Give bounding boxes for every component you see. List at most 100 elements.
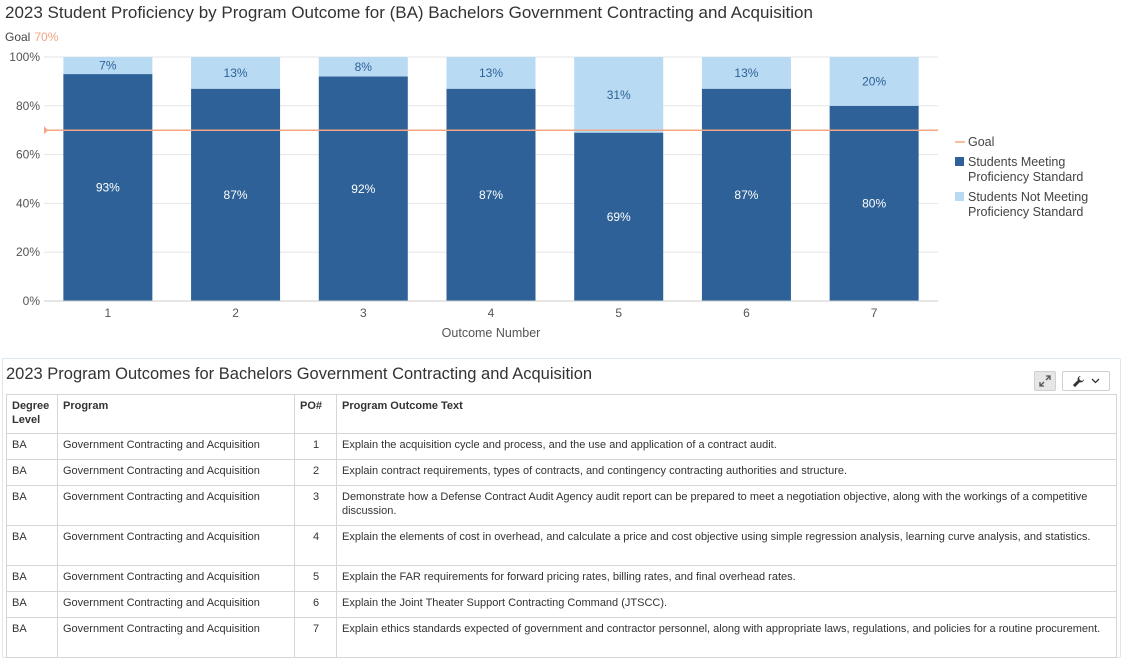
bar-meeting: [829, 105, 919, 301]
y-tick-label: 60%: [16, 148, 40, 162]
data-label-meeting: 69%: [607, 210, 631, 224]
table-title: 2023 Program Outcomes for Bachelors Gove…: [6, 365, 593, 383]
legend-meeting-label-1: Students Meeting: [968, 155, 1065, 169]
column-header-degree-level[interactable]: Degree Level: [6, 394, 58, 434]
x-tick-label: 1: [105, 306, 112, 320]
cell-outcome-text: Explain the elements of cost in overhead…: [336, 525, 1117, 566]
bar-meeting: [318, 76, 408, 301]
bar-meeting: [701, 88, 791, 301]
expand-icon: [1039, 375, 1051, 387]
proficiency-chart: 0% 20% 40% 60% 80% 100% 93% 7% 1 87% 13% 2 92% 8% 3 87%…: [9, 50, 1088, 340]
bar-meeting: [574, 132, 664, 301]
y-tick-label: 100%: [9, 50, 40, 64]
wrench-icon: [1072, 375, 1085, 387]
bar-not-meeting: [829, 57, 919, 106]
cell-outcome-text: Explain ethics standards expected of gov…: [336, 617, 1117, 658]
bar-not-meeting: [574, 57, 664, 133]
data-label-not-meeting: 8%: [355, 60, 373, 74]
table-row: BA Government Contracting and Acquisitio…: [6, 591, 1117, 618]
table-row: BA Government Contracting and Acquisitio…: [6, 525, 1117, 566]
table-row: BA Government Contracting and Acquisitio…: [6, 485, 1117, 526]
data-label-not-meeting: 13%: [479, 66, 503, 80]
cell-degree: BA: [6, 525, 58, 566]
table-row: BA Government Contracting and Acquisitio…: [6, 565, 1117, 592]
bar-meeting: [191, 88, 281, 301]
data-label-not-meeting: 20%: [862, 74, 886, 88]
y-tick-label: 0%: [23, 294, 41, 308]
goal-caption-value: 70%: [34, 30, 59, 44]
data-label-not-meeting: 7%: [99, 59, 117, 73]
cell-po: 6: [294, 591, 337, 618]
cell-outcome-text: Explain the FAR requirements for forward…: [336, 565, 1117, 592]
cell-program: Government Contracting and Acquisition: [57, 459, 295, 486]
bar-not-meeting: [63, 57, 153, 75]
cell-outcome-text: Explain the acquisition cycle and proces…: [336, 433, 1117, 460]
table-row: BA Government Contracting and Acquisitio…: [6, 617, 1117, 658]
legend-not-meeting-swatch: [955, 192, 964, 201]
cell-program: Government Contracting and Acquisition: [57, 433, 295, 460]
cell-program: Government Contracting and Acquisition: [57, 591, 295, 618]
legend-not-meeting-label-1: Students Not Meeting: [968, 190, 1088, 204]
cell-po: 1: [294, 433, 337, 460]
bar-not-meeting: [318, 57, 408, 77]
cell-po: 7: [294, 617, 337, 658]
x-axis-title: Outcome Number: [442, 326, 541, 340]
cell-program: Government Contracting and Acquisition: [57, 617, 295, 658]
chart-title: 2023 Student Proficiency by Program Outc…: [5, 3, 813, 22]
x-tick-label: 4: [488, 306, 495, 320]
bar-meeting: [63, 74, 153, 301]
data-label-meeting: 80%: [862, 196, 886, 210]
outcomes-table: Degree Level Program PO# Program Outcome…: [6, 394, 1117, 658]
cell-degree: BA: [6, 485, 58, 526]
cell-degree: BA: [6, 565, 58, 592]
cell-outcome-text: Explain contract requirements, types of …: [336, 459, 1117, 486]
goal-marker: [44, 126, 48, 135]
outcomes-table-panel: 2023 Program Outcomes for Bachelors Gove…: [2, 358, 1121, 658]
cell-program: Government Contracting and Acquisition: [57, 565, 295, 592]
data-label-meeting: 87%: [224, 188, 248, 202]
legend-meeting-label-2: Proficiency Standard: [968, 170, 1083, 184]
table-row: BA Government Contracting and Acquisitio…: [6, 433, 1117, 460]
x-tick-label: 7: [871, 306, 878, 320]
cell-po: 4: [294, 525, 337, 566]
cell-po: 2: [294, 459, 337, 486]
data-label-meeting: 93%: [96, 181, 120, 195]
x-tick-label: 5: [615, 306, 622, 320]
cell-degree: BA: [6, 459, 58, 486]
cell-degree: BA: [6, 591, 58, 618]
x-tick-label: 2: [232, 306, 239, 320]
expand-button[interactable]: [1034, 371, 1056, 391]
cell-outcome-text: Demonstrate how a Defense Contract Audit…: [336, 485, 1117, 526]
data-label-not-meeting: 13%: [734, 66, 758, 80]
data-label-meeting: 92%: [351, 182, 375, 196]
bar-meeting: [446, 88, 536, 301]
cell-po: 5: [294, 565, 337, 592]
bar-not-meeting: [701, 57, 791, 89]
bar-not-meeting: [446, 57, 536, 89]
y-tick-label: 20%: [16, 245, 40, 259]
chevron-down-icon: [1091, 378, 1100, 384]
data-label-meeting: 87%: [479, 188, 503, 202]
column-header-po-number[interactable]: PO#: [294, 394, 337, 434]
bar-not-meeting: [191, 57, 281, 89]
legend-meeting-swatch: [955, 157, 964, 166]
cell-outcome-text: Explain the Joint Theater Support Contra…: [336, 591, 1117, 618]
cell-program: Government Contracting and Acquisition: [57, 485, 295, 526]
x-tick-label: 6: [743, 306, 750, 320]
x-tick-label: 3: [360, 306, 367, 320]
data-label-not-meeting: 31%: [607, 88, 631, 102]
cell-degree: BA: [6, 617, 58, 658]
cell-program: Government Contracting and Acquisition: [57, 525, 295, 566]
legend-not-meeting-label-2: Proficiency Standard: [968, 205, 1083, 219]
legend-goal-label: Goal: [968, 135, 994, 149]
goal-caption-label: Goal: [5, 30, 31, 44]
column-header-program[interactable]: Program: [57, 394, 295, 434]
column-header-outcome-text[interactable]: Program Outcome Text: [336, 394, 1117, 434]
data-label-meeting: 87%: [734, 188, 758, 202]
table-row: BA Government Contracting and Acquisitio…: [6, 459, 1117, 486]
tools-menu-button[interactable]: [1062, 371, 1110, 391]
y-tick-label: 40%: [16, 196, 40, 210]
cell-degree: BA: [6, 433, 58, 460]
cell-po: 3: [294, 485, 337, 526]
y-tick-label: 80%: [16, 99, 40, 113]
